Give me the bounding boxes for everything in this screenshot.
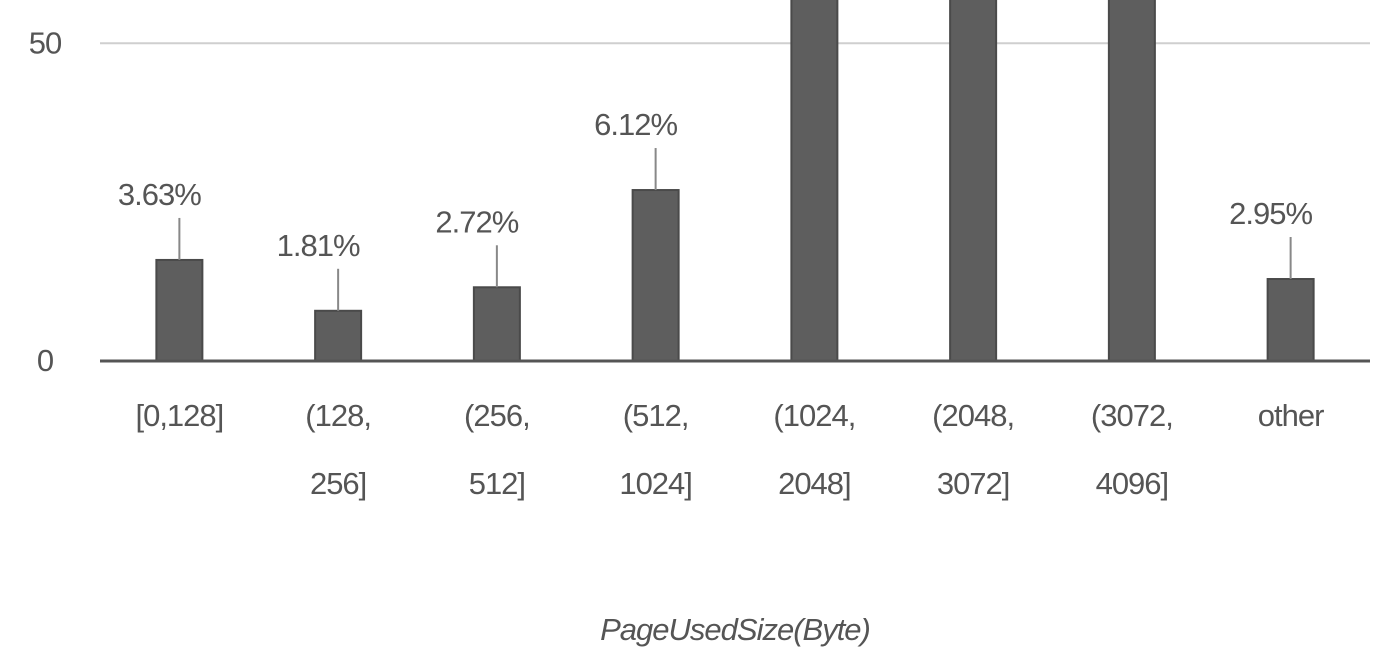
bar bbox=[790, 0, 839, 362]
x-tick-label: (2048, 3072] bbox=[932, 398, 1014, 501]
data-label: 3.63% bbox=[118, 177, 201, 212]
data-label: 2.72% bbox=[435, 204, 518, 239]
data-label: 6.12% bbox=[594, 107, 677, 142]
x-tick-label: other bbox=[1258, 398, 1324, 433]
y-tick-label: 0 bbox=[37, 343, 54, 378]
bar bbox=[155, 258, 204, 362]
bar bbox=[1107, 0, 1156, 362]
bar bbox=[631, 189, 680, 362]
x-tick-label: [0,128] bbox=[135, 398, 223, 433]
y-tick-label: 50 bbox=[29, 25, 62, 60]
bar bbox=[472, 286, 521, 362]
x-tick-label: (128, 256] bbox=[305, 398, 371, 501]
bar bbox=[1266, 278, 1315, 362]
x-axis-title: PageUsedSize(Byte) bbox=[600, 612, 870, 647]
plot-area bbox=[155, 0, 1315, 362]
x-tick-label: (1024, 2048] bbox=[773, 398, 855, 501]
bar bbox=[314, 309, 363, 362]
data-label: 1.81% bbox=[277, 228, 360, 263]
bar bbox=[949, 0, 998, 362]
x-tick-label: (3072, 4096] bbox=[1091, 398, 1173, 501]
x-tick-label: (512, 1024] bbox=[619, 398, 692, 501]
data-label: 2.95% bbox=[1229, 196, 1312, 231]
x-tick-label: (256, 512] bbox=[464, 398, 530, 501]
